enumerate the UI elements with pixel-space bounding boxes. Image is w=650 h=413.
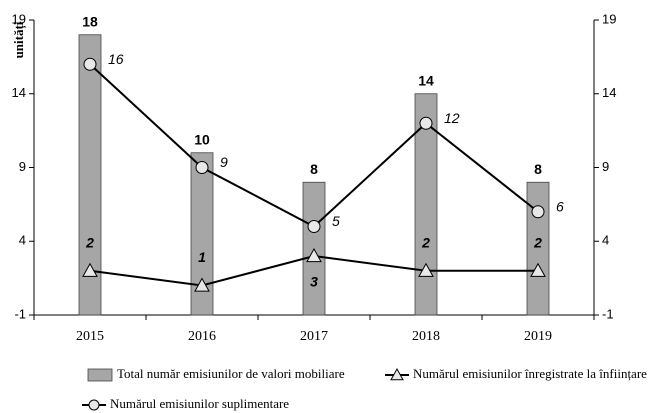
point-label: 2 bbox=[85, 234, 94, 250]
bar-label: 18 bbox=[82, 13, 98, 29]
y2-tick-label: 19 bbox=[602, 11, 616, 26]
bar bbox=[190, 152, 214, 316]
bar-label: 8 bbox=[534, 161, 542, 177]
y2-tick-label: 9 bbox=[602, 159, 609, 174]
y-tick-label: 4 bbox=[19, 233, 26, 248]
circle-marker bbox=[307, 220, 321, 233]
bar-label: 8 bbox=[310, 161, 318, 177]
triangle-marker bbox=[194, 277, 210, 292]
point-label: 2 bbox=[533, 234, 542, 250]
y-axis-label: unități bbox=[11, 21, 27, 58]
point-label: 12 bbox=[444, 110, 460, 126]
x-tick-label: 2018 bbox=[412, 329, 440, 344]
bar bbox=[414, 93, 438, 316]
circle-marker bbox=[83, 57, 97, 71]
point-label: 5 bbox=[332, 213, 340, 229]
y-tick-label: 14 bbox=[12, 85, 26, 100]
legend-marker bbox=[390, 367, 404, 381]
y-tick-label: -1 bbox=[14, 306, 26, 321]
x-tick-label: 2015 bbox=[76, 329, 104, 344]
bar bbox=[78, 34, 102, 316]
legend-marker bbox=[88, 399, 100, 411]
circle-marker bbox=[419, 116, 433, 130]
y2-tick-label: 14 bbox=[602, 85, 616, 100]
circle-marker bbox=[531, 205, 545, 219]
x-tick-label: 2016 bbox=[188, 329, 216, 344]
triangle-marker bbox=[418, 262, 434, 277]
point-label: 16 bbox=[108, 51, 124, 67]
legend-label: Numărul emisiunilor înregistrate la înfi… bbox=[413, 366, 647, 381]
point-label: 9 bbox=[220, 154, 228, 170]
bar-label: 10 bbox=[194, 131, 210, 147]
y2-tick-label: 4 bbox=[602, 233, 609, 248]
y-tick-label: 9 bbox=[19, 159, 26, 174]
y-tick-label: 19 bbox=[12, 11, 26, 26]
y2-tick-label: -1 bbox=[602, 306, 614, 321]
legend-label: Numărul emisiunilor suplimentare bbox=[110, 396, 289, 411]
triangle-marker bbox=[306, 247, 322, 263]
legend-swatch bbox=[87, 368, 113, 382]
point-label: 3 bbox=[310, 274, 318, 290]
triangle-marker bbox=[82, 262, 98, 277]
point-label: 1 bbox=[198, 249, 206, 265]
bar-label: 14 bbox=[418, 72, 434, 88]
x-tick-label: 2019 bbox=[524, 329, 552, 344]
bar bbox=[526, 181, 550, 316]
circle-marker bbox=[195, 161, 209, 174]
x-tick-label: 2017 bbox=[300, 329, 328, 344]
point-label: 6 bbox=[556, 198, 564, 214]
legend-label: Total număr emisiunilor de valori mobili… bbox=[117, 366, 345, 381]
triangle-marker bbox=[530, 262, 546, 277]
point-label: 2 bbox=[421, 234, 430, 250]
